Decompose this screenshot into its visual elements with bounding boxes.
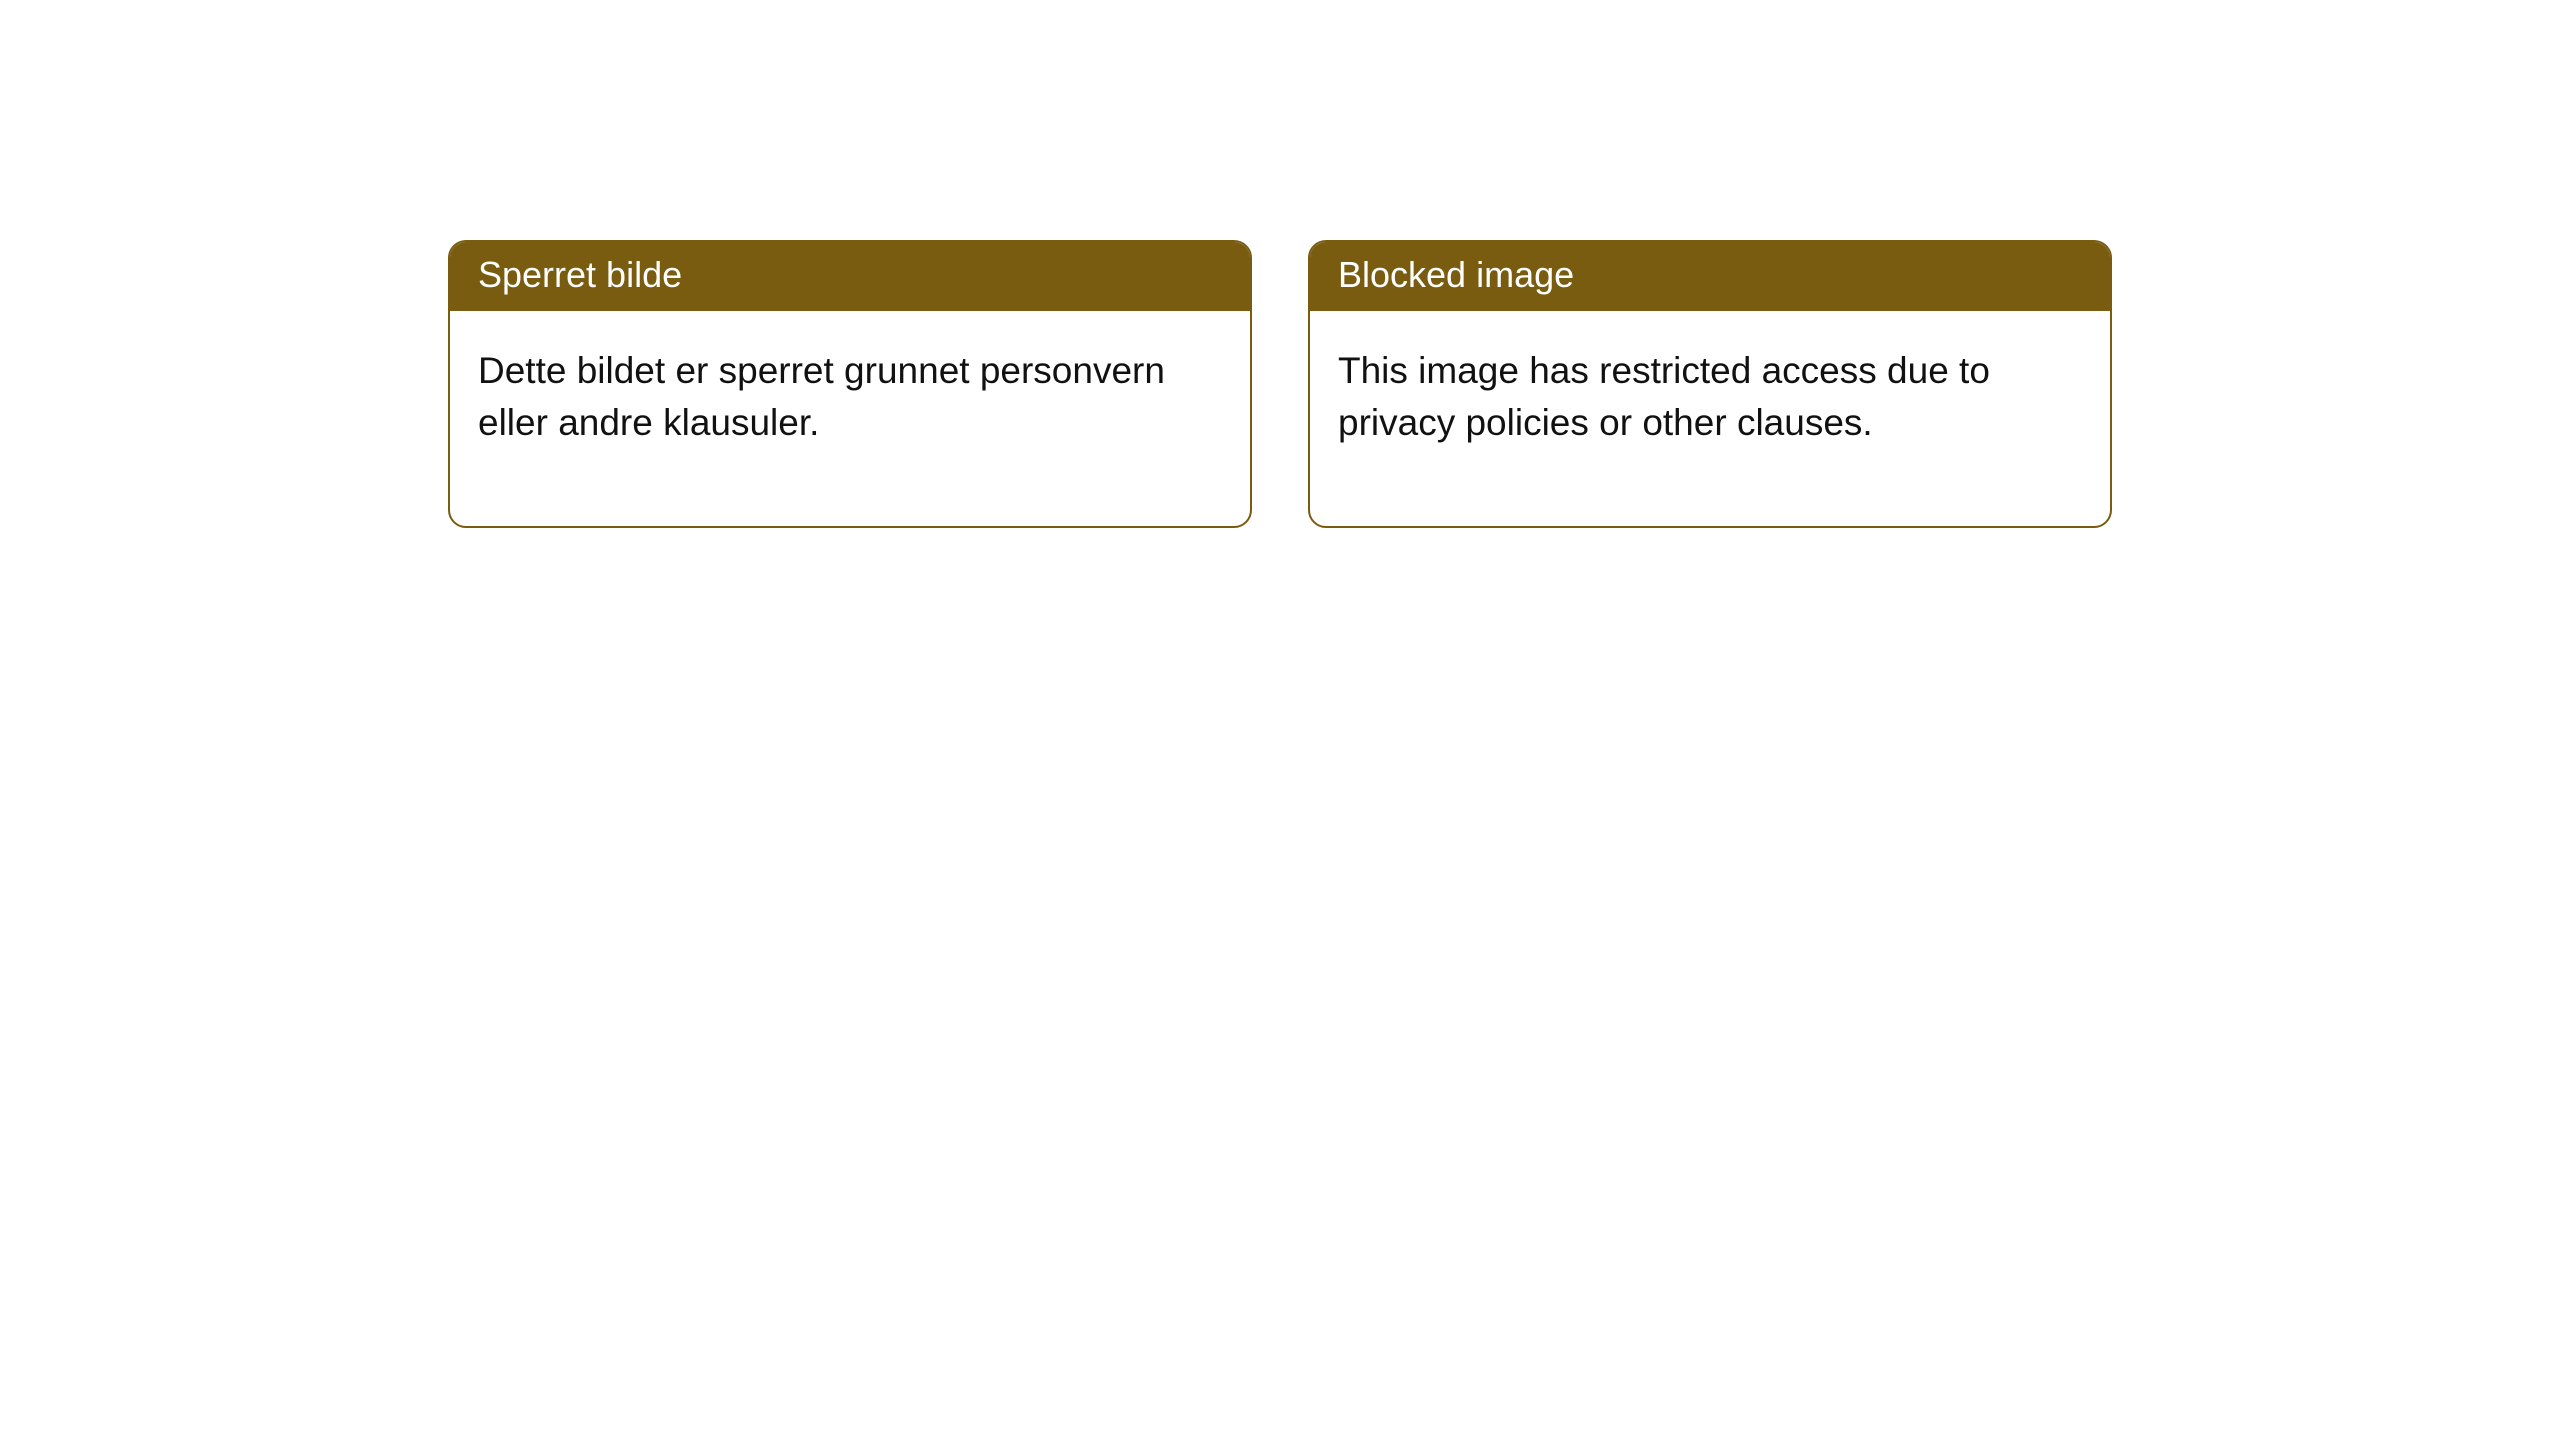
- notice-card-english: Blocked image This image has restricted …: [1308, 240, 2112, 528]
- notice-title: Blocked image: [1310, 242, 2110, 311]
- notice-title: Sperret bilde: [450, 242, 1250, 311]
- notice-body: This image has restricted access due to …: [1310, 311, 2110, 527]
- notice-body: Dette bildet er sperret grunnet personve…: [450, 311, 1250, 527]
- notice-card-norwegian: Sperret bilde Dette bildet er sperret gr…: [448, 240, 1252, 528]
- notice-container: Sperret bilde Dette bildet er sperret gr…: [0, 0, 2560, 528]
